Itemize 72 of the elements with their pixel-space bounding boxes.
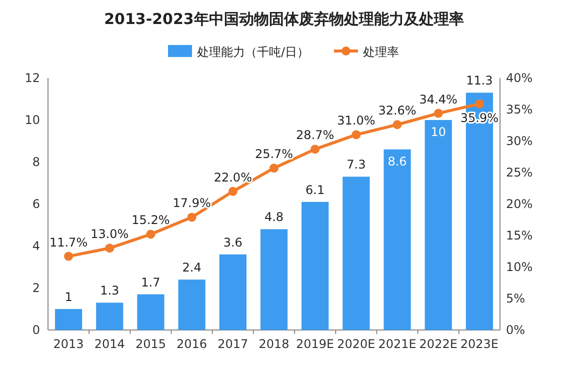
data-label: 2.4 xyxy=(182,260,202,275)
data-label: 1.7 xyxy=(141,275,160,290)
bar xyxy=(260,229,288,330)
data-label: 25.7% xyxy=(254,147,294,162)
data-label: 13.0% xyxy=(90,227,129,242)
bar xyxy=(342,176,370,330)
data-label: 8.6 xyxy=(388,154,407,168)
data-label: 11.7% xyxy=(49,235,88,250)
chart-title: 2013-2023年中国动物固体废弃物处理能力及处理率 xyxy=(104,10,464,28)
bar xyxy=(219,254,246,330)
data-label: 28.7% xyxy=(296,128,334,142)
point xyxy=(187,212,196,222)
y2-tick-label: 20% xyxy=(506,197,533,211)
x-tick-label: 2022E xyxy=(419,337,458,351)
data-label: 3.6 xyxy=(223,235,242,250)
y2-tick-label: 10% xyxy=(506,260,533,274)
data-label: 10 xyxy=(430,125,446,139)
data-label: 31.0% xyxy=(337,114,376,128)
y2-tick-label: 35% xyxy=(506,102,533,116)
data-label: 1 xyxy=(64,290,72,304)
x-tick-label: 2014 xyxy=(94,337,125,351)
point xyxy=(228,186,238,196)
data-label: 34.4% xyxy=(419,92,458,106)
point xyxy=(64,252,74,261)
x-tick-label: 2020E xyxy=(337,337,376,351)
y2-tick-label: 0% xyxy=(506,323,526,337)
y-tick-label: 2 xyxy=(32,281,40,295)
data-label: 15.2% xyxy=(132,213,170,228)
point xyxy=(352,130,361,140)
point xyxy=(270,164,278,173)
bar xyxy=(302,202,329,330)
y-tick-label: 6 xyxy=(32,197,40,211)
data-label: 22.0% xyxy=(214,170,252,184)
data-label: 1.3 xyxy=(100,284,120,298)
y2-tick-label: 25% xyxy=(506,166,533,180)
x-tick-label: 2021E xyxy=(378,337,416,351)
y-tick-label: 0 xyxy=(32,323,40,337)
x-tick-label: 2023E xyxy=(460,337,499,351)
y-tick-label: 12 xyxy=(24,71,40,85)
x-tick-label: 2017 xyxy=(218,337,248,351)
legend-label: 处理能力（千吨/日） xyxy=(197,45,310,59)
point xyxy=(310,144,320,154)
y-tick-label: 4 xyxy=(32,239,40,253)
point xyxy=(392,120,402,130)
point xyxy=(434,108,443,118)
y-tick-label: 10 xyxy=(24,113,40,127)
data-label: 7.3 xyxy=(346,158,366,172)
y2-tick-label: 40% xyxy=(506,71,533,85)
x-tick-label: 2015 xyxy=(135,337,166,351)
data-label: 6.1 xyxy=(306,182,325,197)
y2-tick-label: 5% xyxy=(506,292,526,306)
y2-tick-label: 15% xyxy=(506,228,533,242)
x-tick-label: 2016 xyxy=(176,337,208,351)
bar xyxy=(424,120,452,330)
x-tick-label: 2019E xyxy=(296,337,334,351)
point xyxy=(146,230,156,239)
bar xyxy=(384,149,411,330)
x-tick-label: 2018 xyxy=(258,337,290,351)
data-label: 4.8 xyxy=(264,210,284,224)
bar xyxy=(54,309,82,330)
x-tick-label: 2013 xyxy=(53,337,84,351)
data-label: 32.6% xyxy=(378,104,416,118)
bar xyxy=(178,280,206,330)
point xyxy=(474,99,484,108)
data-label: 17.9% xyxy=(172,196,211,210)
bar xyxy=(137,294,164,330)
data-label: 11.3 xyxy=(466,74,493,88)
legend-label: 处理率 xyxy=(363,45,399,59)
point xyxy=(105,244,114,253)
bar xyxy=(96,302,124,330)
y-tick-label: 8 xyxy=(32,155,40,169)
y2-tick-label: 30% xyxy=(506,134,533,148)
